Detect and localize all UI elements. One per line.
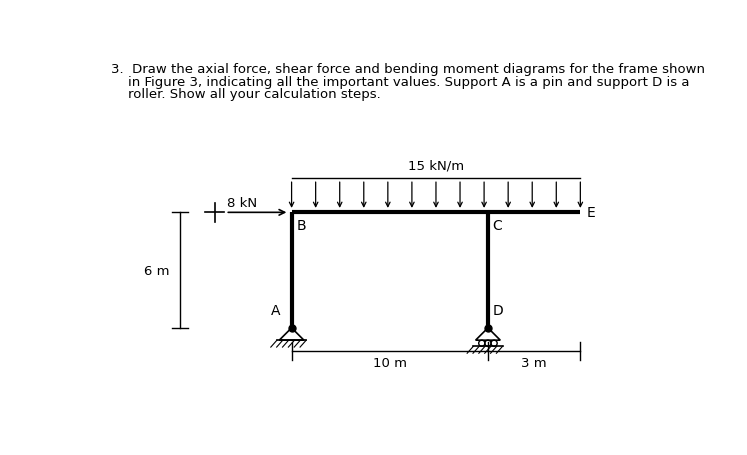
Text: A: A [271,303,281,318]
Text: C: C [492,219,502,233]
Text: 6 m: 6 m [143,264,169,277]
Text: D: D [492,303,503,318]
Text: 3 m: 3 m [521,356,547,369]
Text: roller. Show all your calculation steps.: roller. Show all your calculation steps. [111,88,380,101]
Text: 8 kN: 8 kN [227,197,257,210]
Text: 10 m: 10 m [373,356,407,369]
Text: B: B [297,219,306,233]
Text: E: E [586,206,595,220]
Text: 3.  Draw the axial force, shear force and bending moment diagrams for the frame : 3. Draw the axial force, shear force and… [111,63,704,76]
Text: 15 kN/m: 15 kN/m [408,159,464,172]
Text: in Figure 3, indicating all the important values. Support A is a pin and support: in Figure 3, indicating all the importan… [111,76,689,88]
